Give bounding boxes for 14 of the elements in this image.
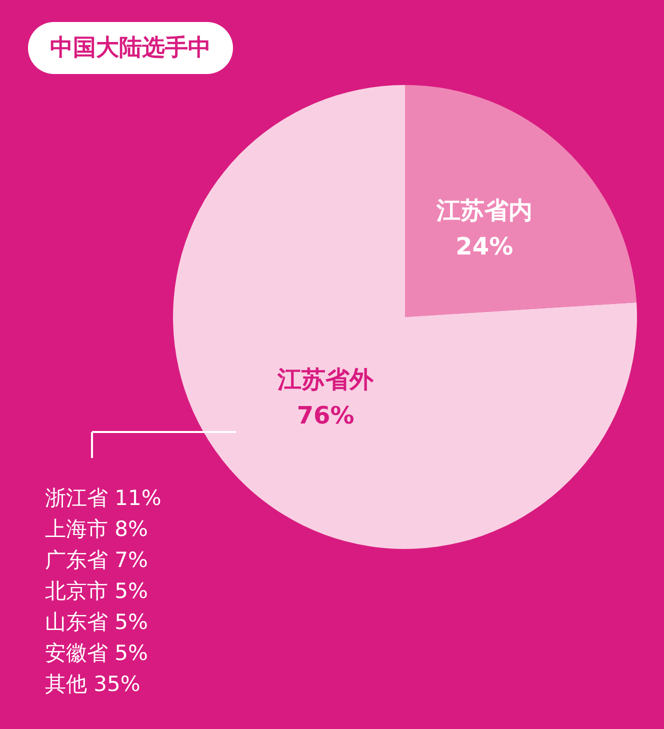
text: 山东省 5%	[45, 609, 149, 636]
text: 广东省 7%	[45, 547, 149, 574]
text: 其他 35%	[45, 671, 142, 698]
chart-title: 中国大陆选手中	[28, 22, 233, 74]
text: 上海市 8%	[45, 516, 149, 543]
data-label: 76%	[296, 402, 354, 430]
data-label: 24%	[456, 232, 514, 260]
pie-slice	[173, 85, 637, 549]
slice-label: 江苏省内	[435, 196, 532, 224]
text: 安徽省 5%	[45, 640, 149, 667]
slice-label: 江苏省外	[276, 366, 375, 394]
text: 北京市 5%	[45, 578, 149, 605]
pie-slice	[405, 85, 637, 317]
text: 浙江省 11%	[45, 485, 162, 512]
